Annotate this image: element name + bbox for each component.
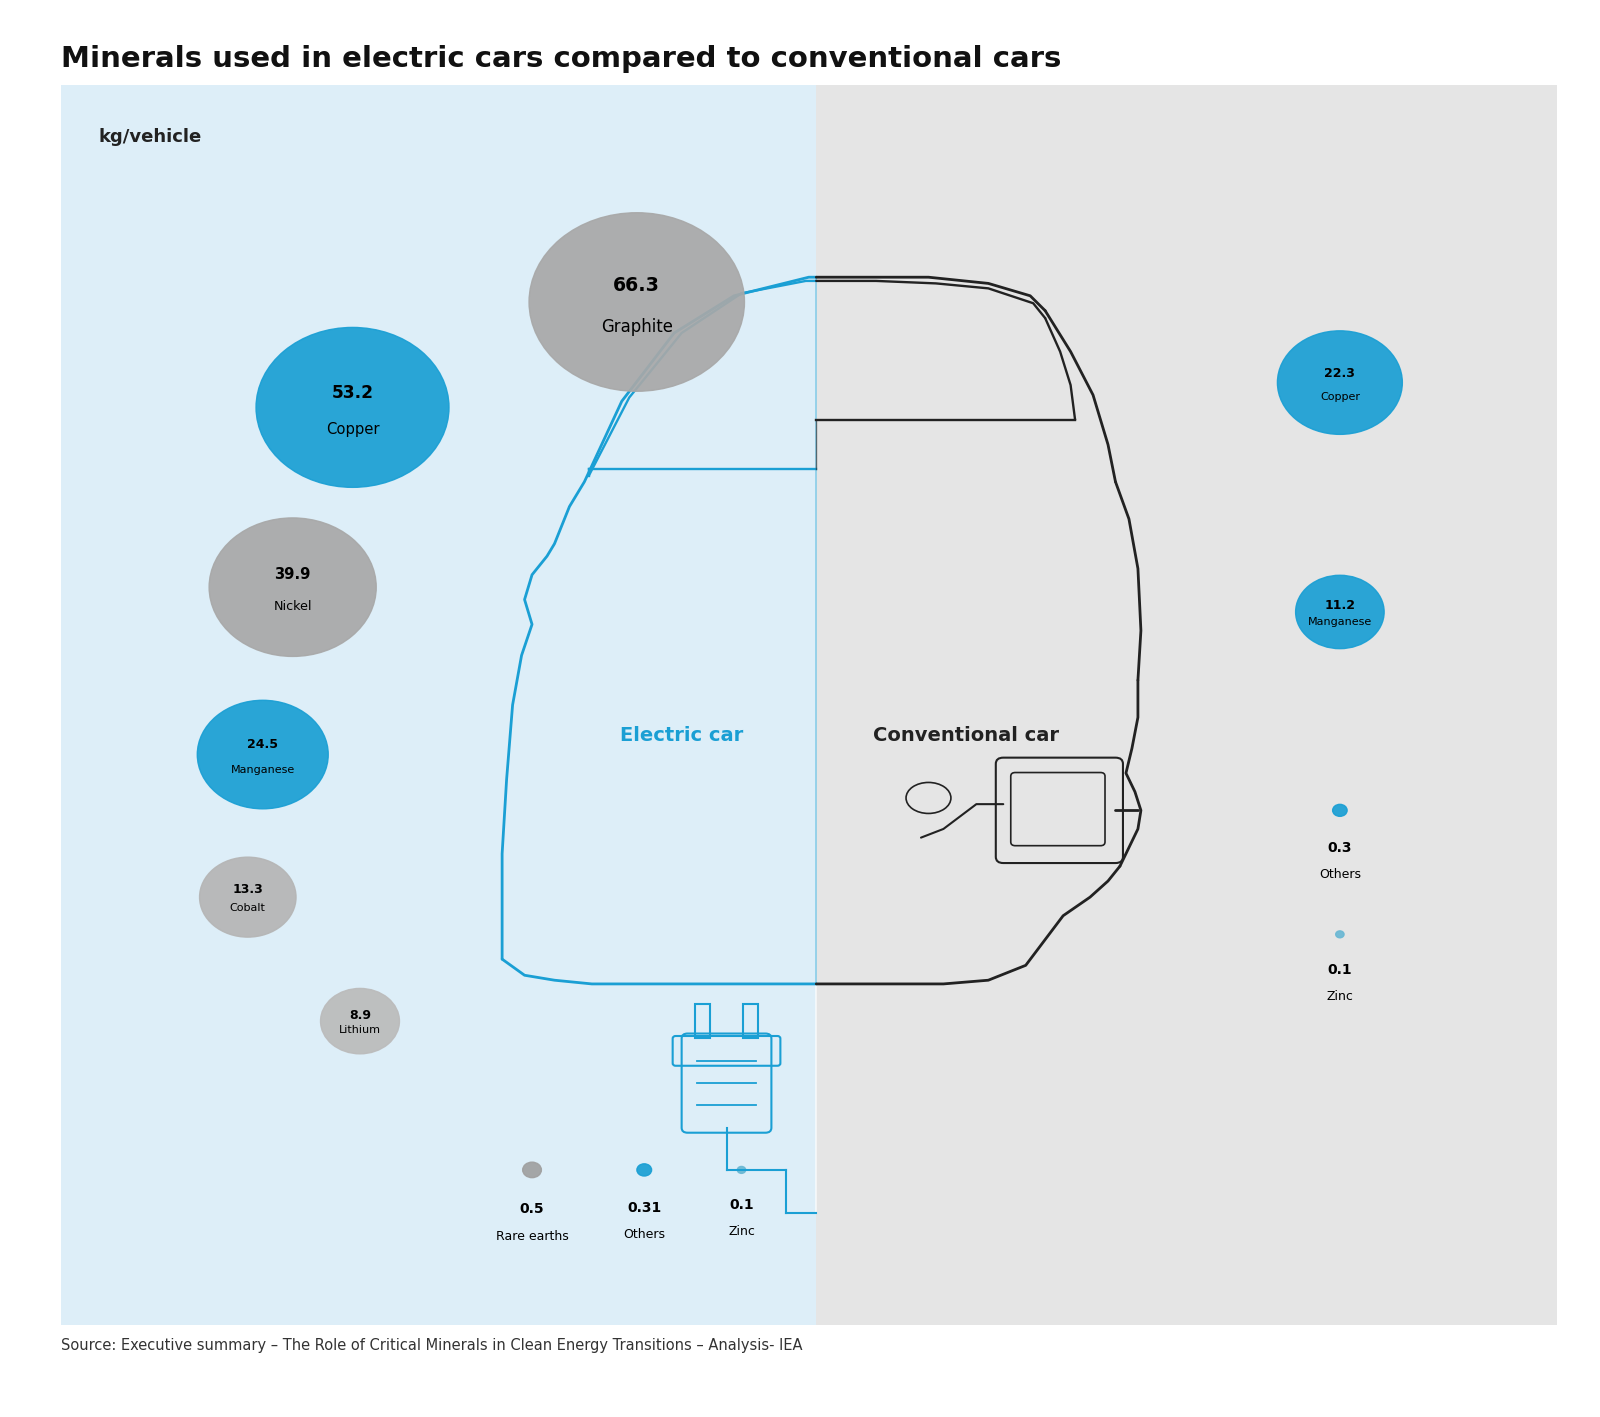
Text: kg/vehicle: kg/vehicle xyxy=(98,129,202,146)
Text: Source: Executive summary – The Role of Critical Minerals in Clean Energy Transi: Source: Executive summary – The Role of … xyxy=(61,1338,802,1353)
Text: Lithium: Lithium xyxy=(339,1026,381,1036)
Text: Zinc: Zinc xyxy=(728,1226,755,1238)
Text: Others: Others xyxy=(624,1229,666,1241)
Text: 24.5: 24.5 xyxy=(248,738,278,751)
Text: 39.9: 39.9 xyxy=(275,567,310,582)
Text: Manganese: Manganese xyxy=(1307,618,1373,628)
Circle shape xyxy=(530,213,744,391)
Circle shape xyxy=(637,1163,651,1176)
Text: 0.3: 0.3 xyxy=(1328,842,1352,854)
Text: Rare earths: Rare earths xyxy=(496,1230,568,1243)
Text: Zinc: Zinc xyxy=(1326,990,1354,1003)
Bar xyxy=(61,85,816,1325)
Circle shape xyxy=(256,327,450,487)
Circle shape xyxy=(210,519,376,656)
Circle shape xyxy=(320,989,400,1054)
Text: Copper: Copper xyxy=(1320,393,1360,402)
Text: 0.31: 0.31 xyxy=(627,1200,661,1214)
Text: Conventional car: Conventional car xyxy=(874,727,1059,745)
Circle shape xyxy=(197,700,328,809)
Bar xyxy=(816,85,1557,1325)
Circle shape xyxy=(1333,805,1347,816)
Circle shape xyxy=(1336,931,1344,938)
Text: Copper: Copper xyxy=(326,422,379,438)
Bar xyxy=(742,1003,758,1039)
Text: Manganese: Manganese xyxy=(230,765,294,775)
Circle shape xyxy=(1296,575,1384,649)
Circle shape xyxy=(1277,330,1402,435)
Text: 13.3: 13.3 xyxy=(232,883,262,897)
Text: Electric car: Electric car xyxy=(621,727,744,745)
Text: Others: Others xyxy=(1318,869,1362,881)
Text: 22.3: 22.3 xyxy=(1325,367,1355,380)
Circle shape xyxy=(523,1162,541,1178)
Text: 53.2: 53.2 xyxy=(331,384,373,402)
Text: 0.1: 0.1 xyxy=(730,1199,754,1212)
Text: 11.2: 11.2 xyxy=(1325,599,1355,612)
Text: 0.5: 0.5 xyxy=(520,1203,544,1216)
Text: 66.3: 66.3 xyxy=(613,276,661,295)
Text: Cobalt: Cobalt xyxy=(230,903,266,914)
Circle shape xyxy=(738,1166,746,1173)
Text: Nickel: Nickel xyxy=(274,599,312,614)
Text: Graphite: Graphite xyxy=(602,317,672,336)
Text: Minerals used in electric cars compared to conventional cars: Minerals used in electric cars compared … xyxy=(61,45,1061,74)
Bar xyxy=(694,1003,710,1039)
Circle shape xyxy=(200,857,296,937)
Text: 8.9: 8.9 xyxy=(349,1009,371,1022)
Text: 0.1: 0.1 xyxy=(1328,962,1352,976)
